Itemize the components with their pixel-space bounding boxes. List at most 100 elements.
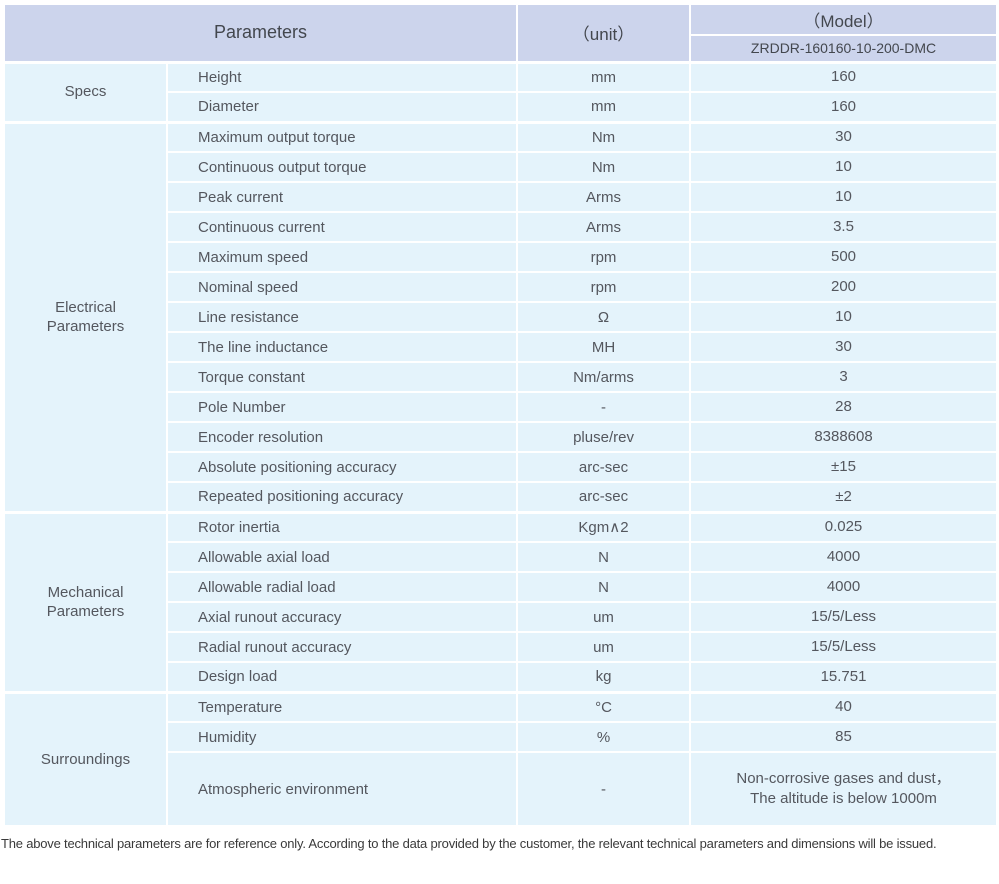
param-name-cell: Allowable axial load (165, 541, 519, 573)
param-name-cell: Maximum output torque (165, 120, 519, 153)
unit-cell: N (516, 571, 692, 603)
table-row: Humidity% 85 (4, 721, 999, 753)
category-label: Electrical Parameters (46, 298, 125, 336)
param-name-cell: Allowable radial load (165, 571, 519, 603)
category-cell: Mechanical Parameters (3, 510, 168, 693)
value-cell: 85 (689, 721, 999, 753)
group-0: Specs Height mm 160 Diameter mm 160 (3, 60, 999, 123)
unit-cell: N (516, 541, 692, 573)
value-cell: 28 (689, 391, 999, 423)
value-cell: 30 (689, 331, 999, 363)
unit-cell: - (516, 751, 692, 827)
value-cell: 4000 (689, 571, 999, 603)
table-row: Diameter mm 160 (4, 91, 999, 123)
category-cell: Electrical Parameters (3, 120, 168, 513)
spec-table-header: Parameters （unit） （Model） ZRDDR-160160-1… (2, 3, 999, 63)
table-row: Continuous current Arms 3.5 (4, 211, 999, 243)
param-name-cell: Axial runout accuracy (165, 601, 519, 633)
value-cell: 15/5/Less (689, 601, 999, 633)
model-header-cell: （Model） (689, 3, 999, 36)
param-name-cell: Maximum speed (165, 241, 519, 273)
unit-cell: Nm (516, 151, 692, 183)
value-cell: 8388608 (689, 421, 999, 453)
value-cell: ±15 (689, 451, 999, 483)
unit-cell: MH (516, 331, 692, 363)
category-label: Specs (64, 83, 107, 101)
value-cell: 10 (689, 301, 999, 333)
header-row-2: ZRDDR-160160-10-200-DMC (4, 34, 999, 63)
group-1: Electrical Parameters Maximum output torq… (3, 120, 999, 513)
param-name-cell: Peak current (165, 181, 519, 213)
category-label: Mechanical Parameters (46, 583, 125, 621)
unit-cell: kg (516, 661, 692, 693)
param-name-cell: Height (165, 60, 519, 93)
header-row-1: Parameters （unit） （Model） (2, 3, 999, 63)
table-row: Absolute positioning accuracy arc-sec ±15 (4, 451, 999, 483)
table-row: Nominal speed rpm 200 (4, 271, 999, 303)
unit-cell: °C (516, 690, 692, 723)
table-row: Allowable axial load N 4000 (4, 541, 999, 573)
table-row: Torque constant Nm/arms 3 (4, 361, 999, 393)
param-name-cell: Diameter (165, 91, 519, 123)
param-name-cell: Humidity (165, 721, 519, 753)
value-cell: 15/5/Less (689, 631, 999, 663)
param-name-cell: Nominal speed (165, 271, 519, 303)
value-cell: 3 (689, 361, 999, 393)
value-cell: 10 (689, 181, 999, 213)
param-name-cell: Absolute positioning accuracy (165, 451, 519, 483)
category-cell: Surroundings (3, 690, 168, 827)
category-cell: Specs (3, 60, 168, 123)
param-name-cell: Line resistance (165, 301, 519, 333)
parameters-header-cell: Parameters (2, 3, 519, 63)
spec-table: Parameters （unit） （Model） ZRDDR-160160-1… (2, 3, 999, 827)
value-cell: 40 (689, 690, 999, 723)
table-row: Encoder resolution pluse/rev 8388608 (4, 421, 999, 453)
unit-cell: um (516, 601, 692, 633)
table-row: Continuous output torque Nm 10 (4, 151, 999, 183)
table-row: Radial runout accuracy um 15/5/Less (4, 631, 999, 663)
param-name-cell: Design load (165, 661, 519, 693)
value-cell: 10 (689, 151, 999, 183)
unit-cell: Arms (516, 211, 692, 243)
unit-cell: Nm (516, 120, 692, 153)
table-row: Allowable radial load N 4000 (4, 571, 999, 603)
param-name-cell: Radial runout accuracy (165, 631, 519, 663)
value-cell: 4000 (689, 541, 999, 573)
group-3: Surroundings Temperature °C 40 Humidity% 85 At… (3, 690, 999, 827)
param-name-cell: Torque constant (165, 361, 519, 393)
param-name-cell: Atmospheric environment (165, 751, 519, 827)
param-name-cell: Rotor inertia (165, 510, 519, 543)
table-row: The line inductance MH 30 (4, 331, 999, 363)
param-name-cell: Repeated positioning accuracy (165, 481, 519, 513)
table-row: Line resistance Ω 10 (4, 301, 999, 333)
unit-cell: Arms (516, 181, 692, 213)
table-row: Repeated positioning accuracy arc-sec ±2 (4, 481, 999, 513)
value-cell: 15.751 (689, 661, 999, 693)
param-name-cell: Continuous current (165, 211, 519, 243)
group-2: Mechanical Parameters Rotor inertia Kgm∧2 0… (3, 510, 999, 693)
value-cell: Non-corrosive gases and dust， The altitu… (689, 751, 999, 827)
unit-header-cell: （unit） (516, 3, 692, 63)
table-row: Maximum speed rpm 500 (4, 241, 999, 273)
param-name-cell: Pole Number (165, 391, 519, 423)
footer-note: The above technical parameters are for r… (1, 836, 937, 851)
param-name-cell: Continuous output torque (165, 151, 519, 183)
unit-cell: Ω (516, 301, 692, 333)
table-row: Specs Height mm 160 (3, 60, 999, 123)
unit-cell: arc-sec (516, 481, 692, 513)
unit-cell: mm (516, 60, 692, 93)
unit-cell: rpm (516, 241, 692, 273)
value-cell: 500 (689, 241, 999, 273)
value-cell: ±2 (689, 481, 999, 513)
value-cell: 160 (689, 60, 999, 93)
table-row: Axial runout accuracy um 15/5/Less (4, 601, 999, 633)
model-number-cell: ZRDDR-160160-10-200-DMC (689, 34, 999, 63)
unit-cell: rpm (516, 271, 692, 303)
unit-cell: - (516, 391, 692, 423)
table-row: Design load kg 15.751 (4, 661, 999, 693)
unit-cell: arc-sec (516, 451, 692, 483)
table-row: Electrical Parameters Maximum output torq… (3, 120, 999, 513)
value-cell: 3.5 (689, 211, 999, 243)
table-row: Pole Number -28 (4, 391, 999, 423)
value-cell: 200 (689, 271, 999, 303)
